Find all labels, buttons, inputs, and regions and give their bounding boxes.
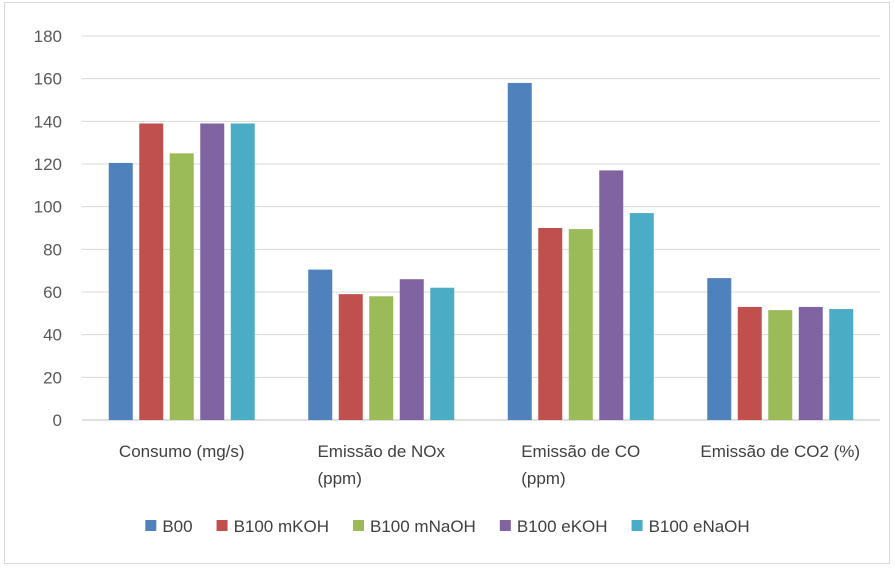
bar-b00 [308,269,333,420]
x-category-label: Consumo (mg/s) [119,442,245,461]
bar-b00 [108,162,133,420]
bar-b100-enaoh [230,123,255,420]
bar-b100-enaoh [629,213,654,420]
bar-b100-ekoh [798,306,823,420]
legend-swatch [353,520,364,531]
legend-label: B100 mKOH [234,517,329,536]
legend-item: B100 eKOH [499,517,608,536]
legend-swatch [499,520,511,531]
legend-item: B100 mKOH [216,517,329,536]
legend-swatch [631,520,643,531]
y-tick-label: 80 [43,240,62,259]
bars [108,82,854,421]
y-tick-label: 60 [43,283,62,302]
x-category-label: Emissão de CO2 (%) [700,442,860,461]
y-tick-label: 140 [34,112,62,131]
bar-b100-mnaoh [768,310,793,420]
legend: B00 B100 mKOH B100 mNaOH B100 eKOH B100 eNaO… [145,517,750,536]
bar-b100-mnaoh [169,153,194,421]
legend-item: B100 mNaOH [353,517,476,536]
bar-b100-mkoh [737,306,762,420]
y-tick-label: 180 [34,27,62,46]
legend-item: B100 eNaOH [631,517,750,536]
legend-label: B100 eNaOH [649,517,750,536]
bar-b100-ekoh [399,279,424,420]
y-tick-label: 20 [43,368,62,387]
bar-b100-mnaoh [568,229,593,420]
x-axis-categories: Consumo (mg/s) Emissão de NOx (ppm) Emissão… [119,442,860,488]
bar-b100-mnaoh [369,296,394,420]
y-tick-label: 0 [53,411,62,430]
bar-b100-ekoh [200,123,225,420]
bar-b100-mkoh [538,228,563,420]
y-tick-label: 120 [34,155,62,174]
legend-item: B00 [145,517,193,536]
legend-swatch [216,520,228,531]
bar-b100-mkoh [338,294,363,420]
y-axis-ticks: 0 20 40 60 80 100 120 140 160 180 [34,27,62,430]
legend-label: B100 eKOH [517,517,608,536]
bar-b100-ekoh [599,170,624,420]
bar-b100-mkoh [139,123,164,420]
legend-swatch [145,520,157,531]
legend-label: B100 mNaOH [370,517,476,536]
x-category-label: Emissão de NOx (ppm) [317,442,445,488]
bar-b100-enaoh [829,309,854,420]
y-tick-label: 40 [43,326,62,345]
bar-b100-enaoh [430,287,455,420]
y-tick-label: 160 [34,70,62,89]
legend-label: B00 [162,517,192,536]
x-category-label: Emissão de CO (ppm) [521,442,640,488]
bar-b00 [707,278,732,420]
bar-b00 [507,82,532,420]
y-tick-label: 100 [34,198,62,217]
